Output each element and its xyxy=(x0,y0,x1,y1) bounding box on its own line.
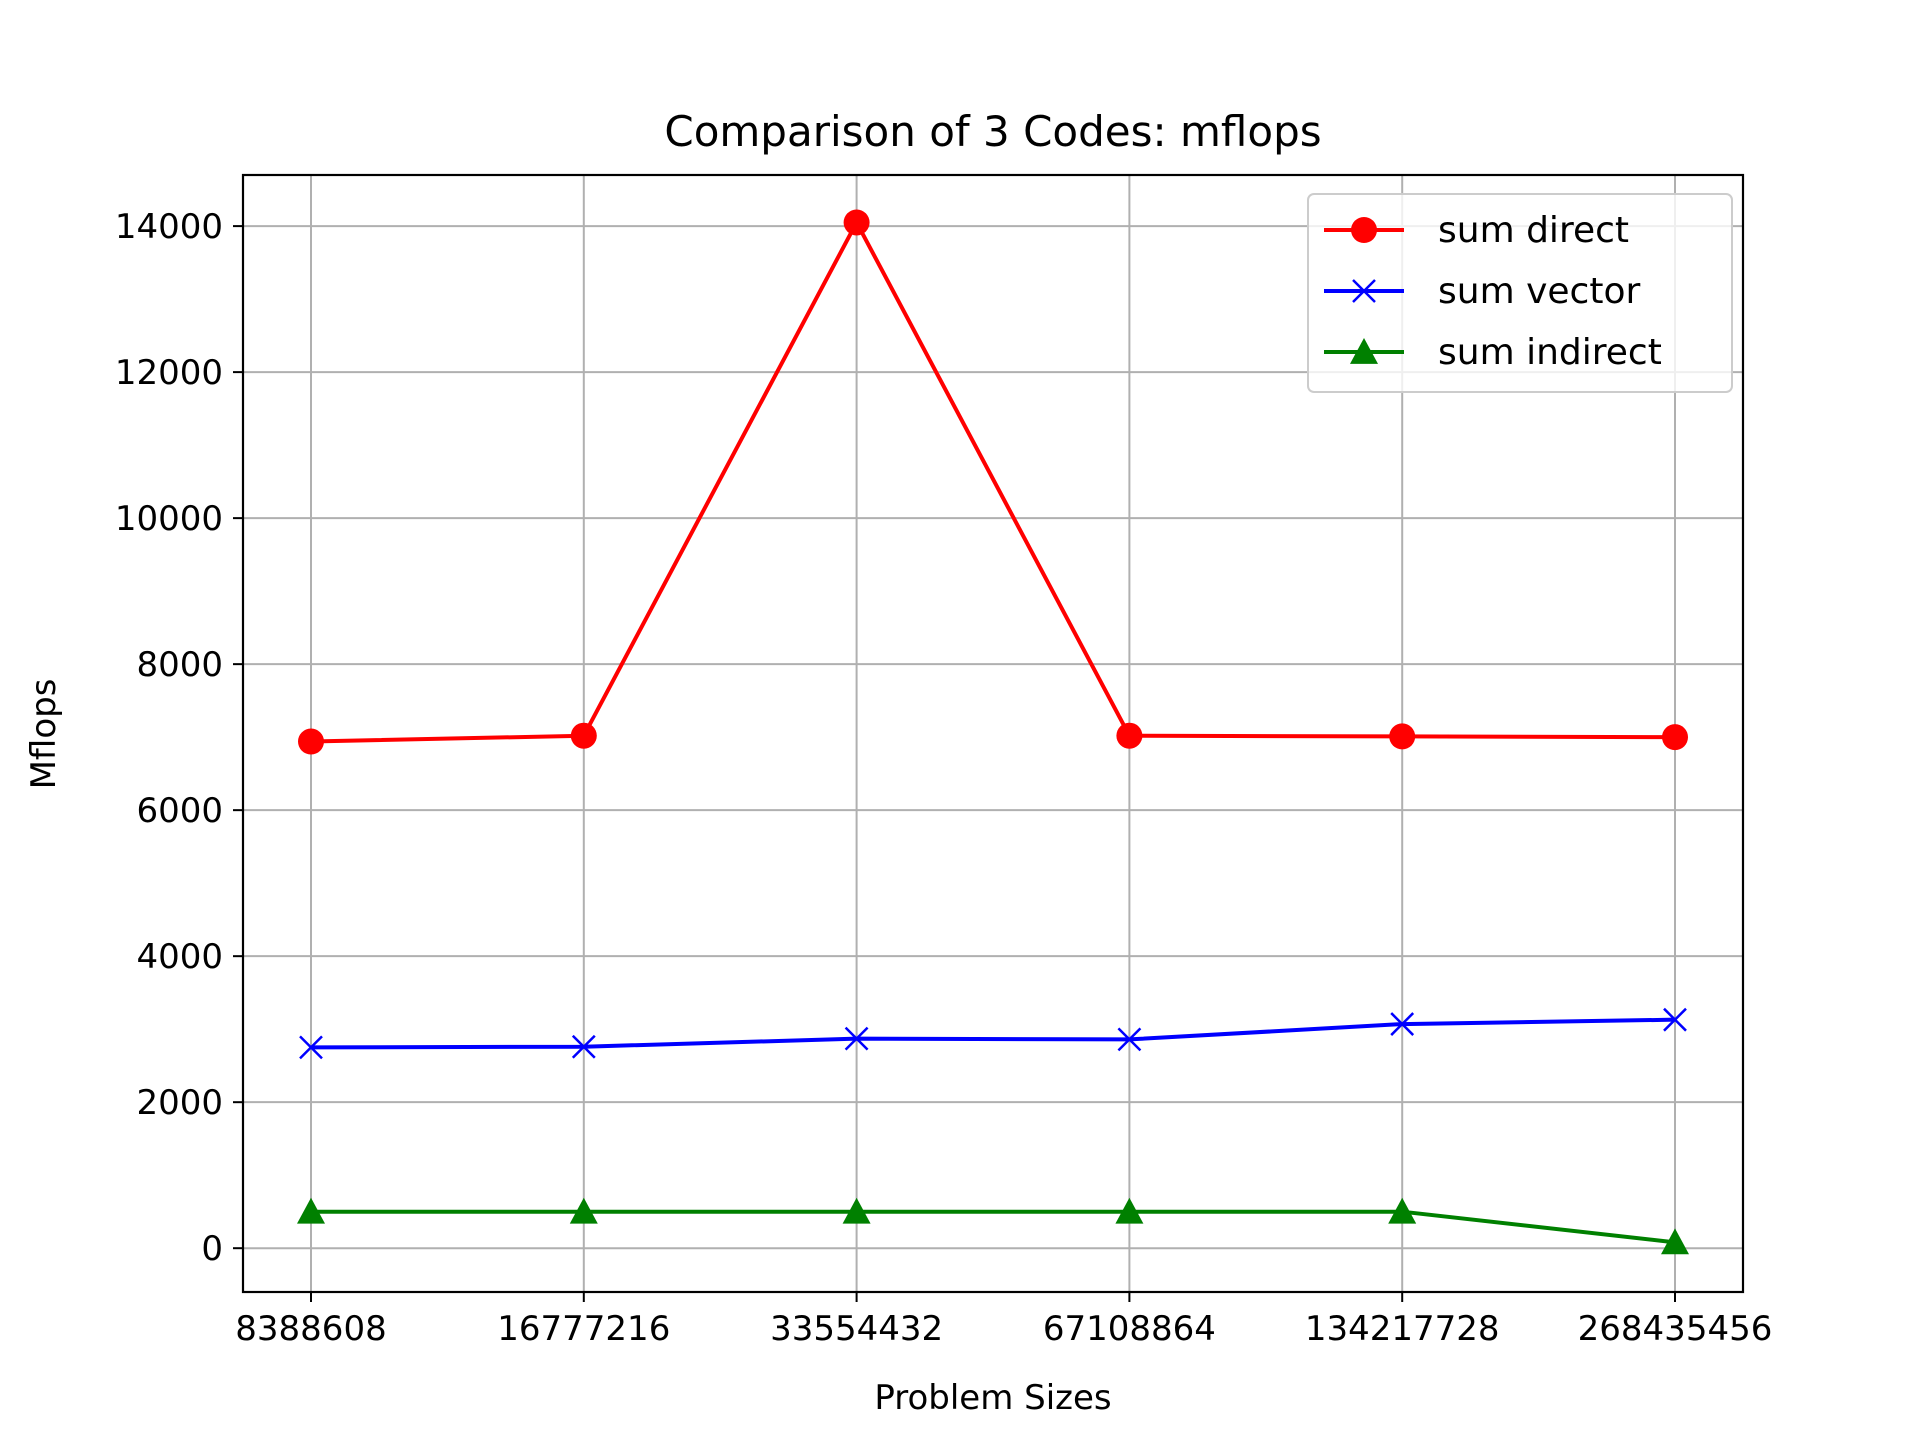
data-point xyxy=(1115,1197,1144,1224)
legend-label: sum vector xyxy=(1438,271,1640,312)
data-point xyxy=(1663,1007,1687,1032)
x-tick-label: 67108864 xyxy=(1043,1309,1216,1349)
series-sum-direct xyxy=(298,209,1688,755)
y-tick-label: 14000 xyxy=(115,207,223,247)
series-layer xyxy=(297,209,1689,1255)
data-point xyxy=(1662,724,1688,751)
legend-label: sum direct xyxy=(1438,210,1629,251)
plot-frame xyxy=(241,173,1745,1294)
data-point xyxy=(1661,1228,1689,1255)
data-point xyxy=(569,1197,598,1224)
data-point xyxy=(298,728,324,755)
y-tick-label: 6000 xyxy=(136,791,223,831)
data-point xyxy=(1116,722,1143,749)
x-tick-label: 134217728 xyxy=(1305,1309,1500,1349)
series-line xyxy=(311,1209,1676,1245)
x-tick-label: 33554432 xyxy=(770,1309,943,1349)
legend: sum direct sum vector sum indirect xyxy=(1307,193,1733,393)
legend-marker xyxy=(1350,338,1378,364)
data-point xyxy=(1117,1027,1142,1052)
y-tick-label: 10000 xyxy=(115,499,223,539)
y-tick-label: 8000 xyxy=(136,645,223,685)
data-point xyxy=(571,1034,596,1059)
legend-item: sum vector xyxy=(1324,271,1640,312)
data-point xyxy=(842,1197,871,1224)
grid xyxy=(243,175,1743,1292)
data-point xyxy=(843,209,870,236)
data-point xyxy=(570,722,597,749)
legend-item: sum direct xyxy=(1324,210,1629,251)
x-tick-label: 268435456 xyxy=(1578,1309,1773,1349)
chart-title: Comparison of 3 Codes: mflops xyxy=(664,107,1321,156)
series-sum-vector xyxy=(299,1007,1687,1060)
data-point xyxy=(1388,1197,1417,1224)
y-tick-label: 4000 xyxy=(136,937,223,977)
legend-box xyxy=(1307,193,1733,393)
y-tick-label: 12000 xyxy=(115,353,223,393)
data-point xyxy=(299,1035,323,1060)
data-point xyxy=(297,1197,325,1224)
x-tick-label: 16777216 xyxy=(497,1309,670,1349)
series-sum-indirect xyxy=(297,1197,1689,1255)
y-tick-label: 2000 xyxy=(136,1083,223,1123)
x-tick-label: 8388608 xyxy=(235,1309,386,1349)
x-axis-label: Problem Sizes xyxy=(874,1378,1111,1418)
legend-item: sum indirect xyxy=(1324,332,1662,373)
series-line xyxy=(310,1017,1676,1050)
legend-marker xyxy=(1352,279,1376,303)
y-tick-label: 0 xyxy=(201,1229,223,1269)
legend-label: sum indirect xyxy=(1438,332,1662,373)
legend-marker xyxy=(1351,217,1377,243)
series-line xyxy=(310,220,1676,744)
y-axis-label: Mflops xyxy=(24,679,64,790)
data-point xyxy=(1389,723,1416,750)
data-point xyxy=(844,1026,869,1051)
data-point xyxy=(1390,1012,1415,1036)
ticks: 8388608 16777216 33554432 67108864 134217728… xyxy=(115,207,1773,1349)
